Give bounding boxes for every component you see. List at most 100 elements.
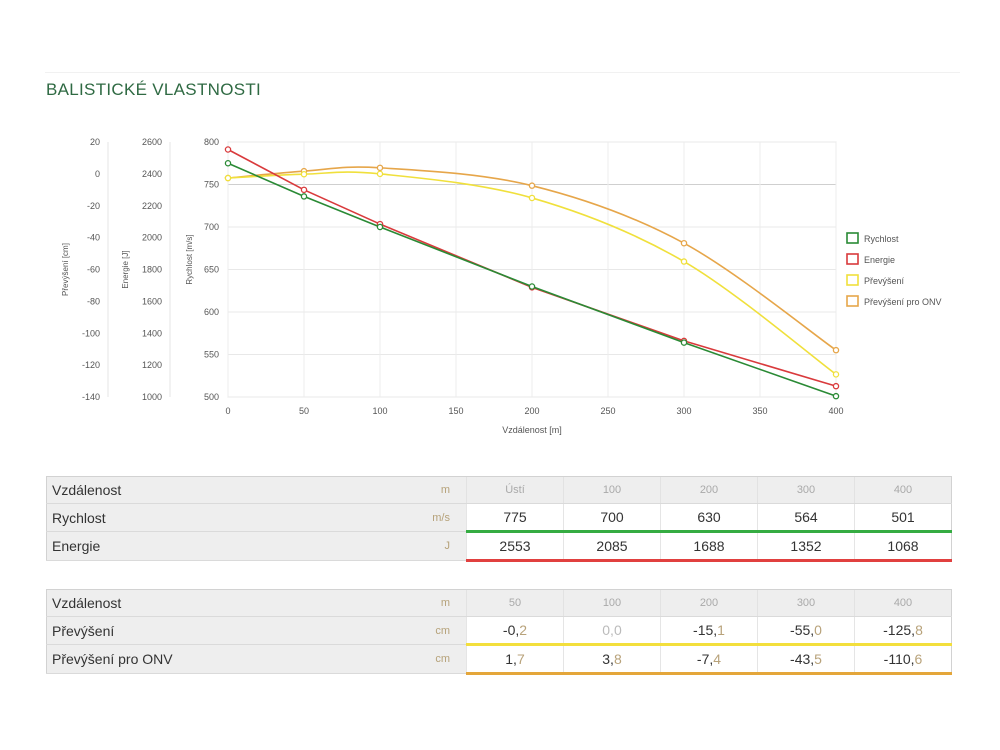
x-tick-label: 50: [299, 406, 309, 416]
y-tick-label: 600: [204, 307, 219, 317]
cell: -55,0: [757, 616, 855, 646]
cell: 775: [466, 503, 564, 533]
cell: -43,5: [757, 644, 855, 675]
value-int: 3,: [602, 651, 614, 667]
legend-label: Rychlost: [864, 234, 899, 244]
cell: -125,8: [854, 616, 952, 646]
value-int: 1,: [505, 651, 517, 667]
value-frac: 2: [519, 622, 528, 638]
x-tick-label: 200: [524, 406, 539, 416]
x-tick-label: 100: [372, 406, 387, 416]
cell: 3,8: [563, 644, 661, 675]
data-point: [680, 239, 688, 247]
y-tick-label: 2000: [142, 233, 162, 243]
value-frac: 0: [814, 622, 822, 638]
cell: 700: [563, 503, 661, 533]
x-tick-label: 400: [828, 406, 843, 416]
data-point: [832, 392, 840, 400]
data-point: [832, 346, 840, 354]
section-title: BALISTICKÉ VLASTNOSTI: [46, 80, 262, 99]
y-tick-label: 550: [204, 350, 219, 360]
drop-table: Vzdálenost m 50 100 200 300 400 Převýšen…: [46, 589, 952, 675]
y-tick-label: -80: [87, 296, 100, 306]
legend-swatch: [846, 274, 859, 286]
data-point: [376, 164, 384, 172]
value-int: -7,: [696, 651, 714, 667]
value-int: 0,: [602, 622, 614, 638]
legend-label: Energie: [864, 255, 895, 265]
cell: 0,0: [563, 616, 661, 646]
y-tick-label: 1400: [142, 328, 162, 338]
value-int: -110,: [883, 651, 915, 667]
y-tick-label: 1200: [142, 360, 162, 370]
data-point: [224, 174, 232, 182]
value-frac: 0: [613, 622, 622, 638]
cell: -7,4: [660, 644, 758, 675]
y-tick-label: 800: [204, 137, 219, 147]
row-label: Rychlost: [46, 503, 371, 532]
data-point: [376, 223, 384, 231]
cell: 1688: [660, 531, 758, 562]
x-tick-label: 0: [225, 406, 230, 416]
data-point: [376, 170, 384, 178]
y-axis-label: Rychlost [m/s]: [185, 234, 194, 284]
value-frac: 1: [717, 622, 725, 638]
data-point: [680, 258, 688, 265]
cell: -0,2: [466, 616, 564, 646]
data-point: [300, 170, 308, 178]
data-point: [300, 186, 308, 194]
row-unit: cm: [370, 644, 467, 674]
y-tick-label: 1800: [142, 265, 162, 275]
y-tick-label: 0: [95, 169, 100, 179]
legend-swatch: [846, 253, 859, 265]
data-point: [832, 382, 840, 390]
row-unit: J: [370, 531, 467, 561]
y-tick-label: 2600: [142, 137, 162, 147]
y-tick-label: 2200: [142, 201, 162, 211]
value-frac: 8: [613, 651, 622, 667]
row-unit: cm: [370, 616, 467, 645]
legend-swatch: [846, 232, 859, 244]
row-unit: m: [370, 476, 467, 504]
value-int: -55,: [790, 622, 815, 638]
cell: 501: [854, 503, 952, 533]
value-frac: 5: [814, 651, 822, 667]
legend-label: Převýšení pro ONV: [864, 297, 942, 307]
velocity-energy-table: Vzdálenost m Ústí 100 200 300 400 Rychlo…: [46, 476, 952, 562]
data-point: [832, 371, 840, 378]
value-int: -125,: [883, 622, 916, 638]
row-label: Převýšení pro ONV: [46, 644, 371, 674]
y-tick-label: 1000: [142, 392, 162, 402]
y-tick-label: -40: [87, 233, 100, 243]
cell: 1,7: [466, 644, 564, 675]
row-unit: m/s: [370, 503, 467, 532]
cell: 400: [854, 476, 952, 504]
cell: Ústí: [466, 476, 564, 504]
y-tick-label: -20: [87, 201, 100, 211]
series-line-0: [227, 162, 837, 397]
value-frac: 7: [516, 651, 525, 667]
row-label: Převýšení: [46, 616, 371, 645]
legend-swatch: [846, 295, 859, 307]
data-point: [528, 283, 536, 290]
x-tick-label: 350: [752, 406, 767, 416]
y-axis-label: Převýšení [cm]: [61, 243, 70, 296]
cell: 1068: [854, 531, 952, 562]
x-axis-label: Vzdálenost [m]: [502, 425, 562, 435]
value-int: -0,: [502, 622, 520, 638]
data-point: [300, 193, 308, 200]
cell: -110,6: [854, 644, 952, 675]
row-label: Vzdálenost: [46, 589, 371, 617]
row-label: Vzdálenost: [46, 476, 371, 504]
data-point: [528, 194, 536, 202]
data-point: [680, 339, 688, 346]
y-axis-label: Energie [J]: [121, 250, 130, 288]
table-row: Rychlost m/s 775 700 630 564 501: [46, 503, 952, 533]
legend-label: Převýšení: [864, 276, 905, 286]
series-line-1: [227, 148, 837, 387]
cell: 300: [757, 476, 855, 504]
y-tick-label: 650: [204, 265, 219, 275]
cell: 564: [757, 503, 855, 533]
table-row: Vzdálenost m 50 100 200 300 400: [46, 589, 952, 617]
